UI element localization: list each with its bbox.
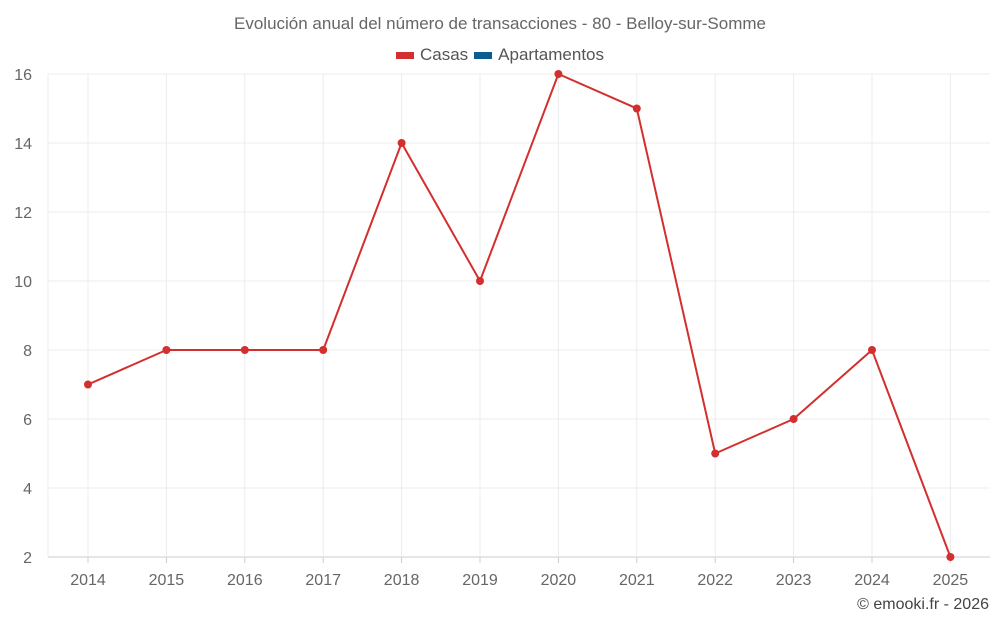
x-tick-label-2016: 2016: [227, 572, 263, 589]
x-tick-label-2023: 2023: [776, 572, 812, 589]
data-point-casas-2024: [868, 346, 876, 354]
x-tick-label-2014: 2014: [70, 572, 106, 589]
y-tick-label-2: 2: [23, 550, 32, 567]
data-point-casas-2015: [162, 346, 171, 354]
x-tick-label-2021: 2021: [619, 572, 655, 589]
legend-item-apartamentos[interactable]: Apartamentos: [474, 45, 604, 65]
data-point-casas-2023: [789, 415, 798, 423]
x-tick-label-2019: 2019: [462, 572, 498, 589]
chart-title: Evolución anual del número de transaccio…: [234, 14, 766, 33]
series-line-casas: [87, 73, 952, 558]
y-tick-label-10: 10: [14, 274, 32, 291]
x-tick-label-2017: 2017: [305, 572, 341, 589]
x-tick-label-2020: 2020: [541, 572, 577, 589]
data-point-casas-2021: [632, 104, 641, 113]
data-point-casas-2016: [240, 346, 249, 354]
data-point-casas-2022: [711, 449, 720, 458]
y-tick-label-12: 12: [14, 205, 32, 222]
data-point-casas-2018: [397, 139, 406, 147]
data-point-casas-2014: [84, 380, 92, 389]
credit-text: © emooki.fr - 2026: [857, 596, 989, 613]
x-tick-label-2025: 2025: [933, 572, 969, 589]
y-tick-label-6: 6: [23, 412, 32, 429]
data-point-casas-2025: [946, 553, 955, 561]
x-tick-label-2022: 2022: [697, 572, 733, 589]
legend-swatch-casas: [395, 51, 414, 59]
legend-label-apartamentos: Apartamentos: [498, 45, 605, 64]
x-tick-label-2024: 2024: [854, 572, 890, 589]
x-tick-label-2015: 2015: [149, 572, 185, 589]
x-tick-label-2018: 2018: [384, 572, 420, 589]
legend-item-casas[interactable]: Casas: [395, 45, 469, 65]
y-tick-label-4: 4: [23, 481, 32, 498]
y-tick-label-14: 14: [14, 136, 32, 153]
legend: Casas Apartamentos: [0, 45, 1000, 65]
y-tick-label-8: 8: [23, 343, 32, 360]
legend-swatch-apartamentos: [474, 51, 493, 59]
data-point-casas-2019: [476, 277, 484, 285]
y-tick-label-16: 16: [14, 67, 32, 84]
data-point-casas-2020: [554, 70, 563, 78]
data-point-casas-2017: [319, 346, 328, 354]
legend-label-casas: Casas: [419, 45, 469, 64]
